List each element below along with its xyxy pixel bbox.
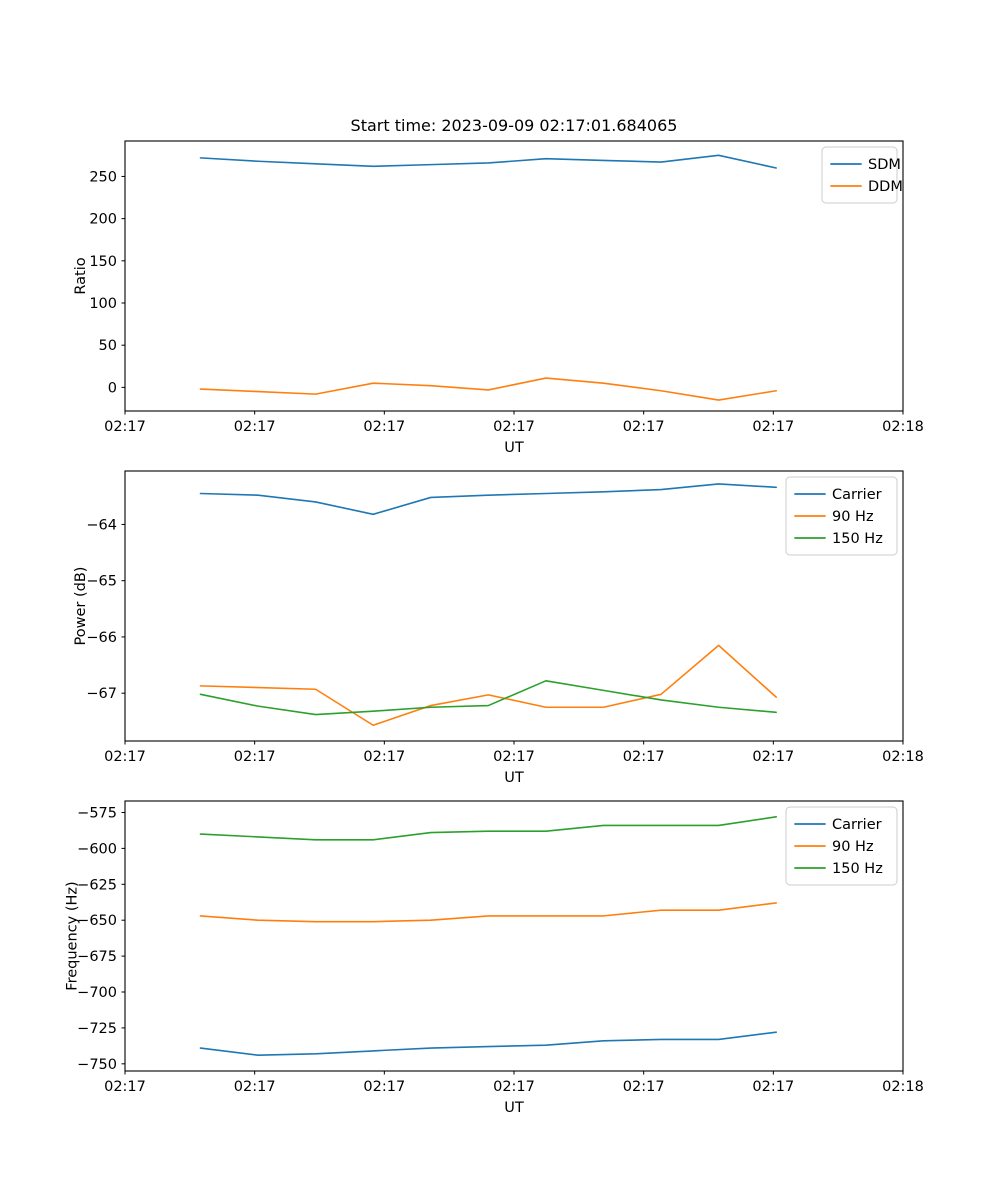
series-line-sdm: [199, 154, 777, 169]
legend-box: [785, 806, 898, 886]
x-tick-label: 02:17: [752, 1079, 794, 1095]
y-tick-label: −650: [77, 913, 117, 929]
y-tick-label: 250: [89, 169, 117, 185]
legend-label: 90 Hz: [832, 839, 874, 855]
y-tick-label: −600: [77, 841, 117, 857]
y-tick-label: 150: [89, 254, 117, 270]
y-tick-label: −750: [77, 1057, 117, 1073]
legend-label: SDM: [868, 157, 901, 173]
x-tick-label: 02:17: [104, 749, 146, 765]
x-tick-label: 02:18: [882, 749, 924, 765]
y-tick-label: 0: [108, 380, 117, 396]
x-tick-label: 02:17: [493, 419, 535, 435]
x-tick-label: 02:17: [493, 749, 535, 765]
y-tick-label: −625: [77, 877, 117, 893]
series-line-carrier: [199, 1031, 777, 1056]
x-tick-label: 02:18: [882, 1079, 924, 1095]
x-axis-title: UT: [504, 1100, 524, 1116]
legend-label: 150 Hz: [832, 531, 883, 547]
x-axis-title: UT: [504, 770, 524, 786]
legend-1[interactable]: SDM DDM: [821, 146, 903, 204]
legend-label: DDM: [868, 179, 903, 195]
y-tick-label: −66: [86, 630, 117, 646]
subplot-3: 02:17 02:17 02:17 02:17 02:17 02:17 02:18 UT −57…: [65, 800, 924, 1116]
x-tick-label: 02:18: [882, 419, 924, 435]
subplot-2: 02:17 02:17 02:17 02:17 02:17 02:17 02:18 UT −64…: [73, 470, 924, 786]
series-line-150-hz: [199, 680, 777, 716]
y-tick-label: 200: [89, 212, 117, 228]
x-tick-label: 02:17: [104, 1079, 146, 1095]
x-tick-label: 02:17: [363, 1079, 405, 1095]
y-tick-label: −64: [86, 517, 117, 533]
series-line-ddm: [199, 377, 777, 401]
x-tick-label: 02:17: [234, 1079, 276, 1095]
legend-3[interactable]: Carrier 90 Hz 150 Hz: [785, 806, 898, 886]
y-axis-title: Power (dB): [73, 567, 89, 646]
y-tick-label: −575: [77, 805, 117, 821]
y-tick-label: −725: [77, 1021, 117, 1037]
x-tick-label: 02:17: [623, 749, 665, 765]
axes-frame: [124, 140, 904, 412]
y-tick-label: −700: [77, 985, 117, 1001]
y-tick-label: −65: [86, 574, 117, 590]
y-axis-title: Ratio: [73, 257, 89, 294]
x-tick-label: 02:17: [752, 749, 794, 765]
series-line-90-hz: [199, 902, 777, 923]
x-axis-title: UT: [504, 440, 524, 456]
figure-title: Start time: 2023-09-09 02:17:01.684065: [351, 116, 678, 135]
x-tick-label: 02:17: [234, 419, 276, 435]
x-tick-label: 02:17: [493, 1079, 535, 1095]
x-tick-label: 02:17: [623, 419, 665, 435]
series-line-90-hz: [199, 644, 777, 727]
legend-label: 150 Hz: [832, 861, 883, 877]
legend-box: [785, 476, 898, 556]
legend-label: Carrier: [832, 487, 882, 503]
legend-label: Carrier: [832, 817, 882, 833]
series-line-150-hz: [199, 816, 777, 841]
y-tick-label: 50: [99, 338, 117, 354]
subplot-1: 02:17 02:17 02:17 02:17 02:17 02:17 02:18 UT 0 50…: [73, 140, 924, 456]
y-tick-label: 100: [89, 296, 117, 312]
x-tick-label: 02:17: [623, 1079, 665, 1095]
x-tick-label: 02:17: [104, 419, 146, 435]
x-tick-label: 02:17: [363, 749, 405, 765]
legend-box: [821, 146, 898, 204]
y-axis-title: Frequency (Hz): [65, 881, 81, 990]
x-tick-label: 02:17: [752, 419, 794, 435]
series-line-carrier: [199, 483, 777, 516]
legend-label: 90 Hz: [832, 509, 874, 525]
x-tick-label: 02:17: [234, 749, 276, 765]
legend-2[interactable]: Carrier 90 Hz 150 Hz: [785, 476, 898, 556]
y-tick-label: −675: [77, 949, 117, 965]
x-tick-label: 02:17: [363, 419, 405, 435]
y-tick-label: −67: [86, 686, 117, 702]
